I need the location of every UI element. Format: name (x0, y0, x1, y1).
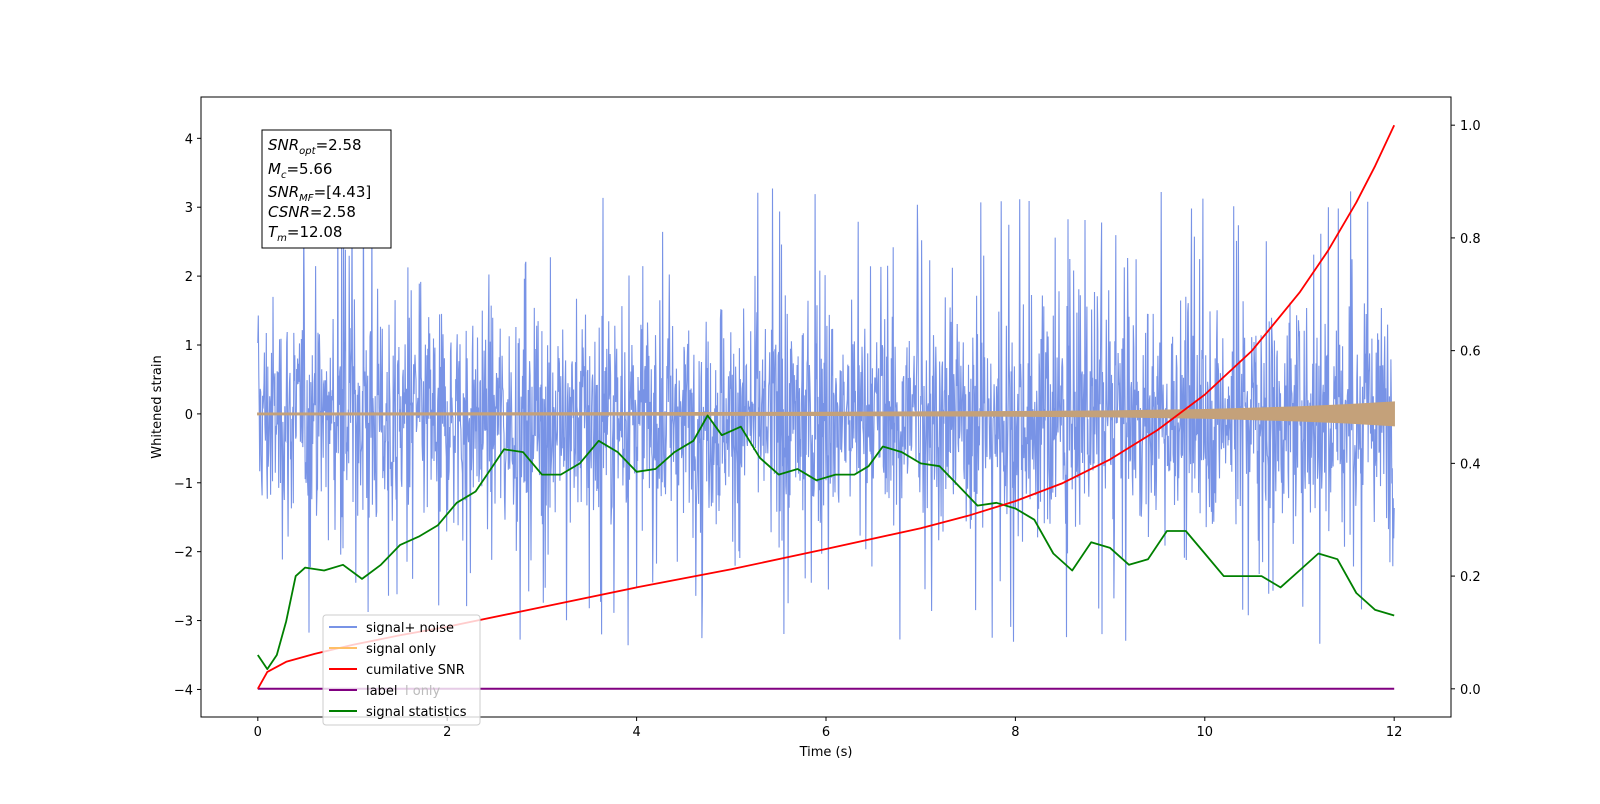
series-signal-only (257, 401, 1395, 427)
tm-text: Tm=12.08 (268, 223, 342, 244)
legend-entry: signal+ noise (329, 621, 454, 636)
legend-label: signal+ noise (366, 621, 454, 636)
csnr-text: CSNR=2.58 (268, 203, 356, 221)
x-tick-label: 4 (632, 725, 640, 740)
mc-text: Mc=5.66 (268, 160, 332, 181)
legend-label: label (366, 684, 397, 699)
x-tick-label: 0 (254, 725, 262, 740)
series-signal-statistics (257, 414, 1395, 670)
y2-tick-label: 0.2 (1460, 570, 1481, 585)
y-tick-label: −2 (174, 546, 193, 561)
y-tick-label: 1 (185, 339, 193, 354)
snr-mf-value: [4.43] (326, 183, 371, 201)
y2-tick-label: 0.8 (1460, 232, 1481, 247)
legend-entry: label (329, 684, 397, 699)
y-tick-label: 0 (185, 408, 193, 423)
legend: signal+ noise signal only cumilative SNR la… (322, 614, 481, 726)
y-tick-label: 2 (185, 270, 193, 285)
y-tick-label: −1 (174, 477, 193, 492)
snr-opt-value: 2.58 (328, 136, 361, 154)
y2-tick-label: 1.0 (1460, 119, 1481, 134)
y-tick-label: −4 (174, 683, 193, 698)
y2-tick-label: 0.0 (1460, 683, 1481, 698)
y2-tick-label: 0.4 (1460, 457, 1481, 472)
legend-label: cumilative SNR (366, 663, 465, 678)
legend-entry: signal statistics (329, 705, 467, 720)
mc-value: 5.66 (299, 160, 332, 178)
x-tick-label: 6 (822, 725, 830, 740)
x-tick-label: 8 (1011, 725, 1019, 740)
series-signal-noise (257, 188, 1395, 646)
x-axis-label: Time (s) (799, 745, 853, 760)
x-tick-label: 12 (1386, 725, 1403, 740)
legend-label: signal statistics (366, 705, 467, 720)
legend-entry: signal only (329, 642, 436, 657)
snr-opt-text: SNRopt=2.58 (268, 136, 362, 157)
legend-entry: cumilative SNR (329, 663, 465, 678)
y-axis-label: Whitened strain (150, 355, 165, 458)
y-tick-label: 3 (185, 201, 193, 216)
csnr-value: 2.58 (323, 203, 356, 221)
y-tick-label: −3 (174, 615, 193, 630)
x-tick-label: 2 (443, 725, 451, 740)
y2-tick-label: 0.6 (1460, 345, 1481, 360)
y-tick-label: 4 (185, 132, 193, 147)
x-tick-label: 10 (1197, 725, 1214, 740)
info-box-frame (261, 129, 392, 249)
legend-overlapped-text: l only (405, 684, 441, 699)
legend-label: signal only (366, 642, 436, 657)
tm-value: 12.08 (300, 223, 343, 241)
legend-frame (322, 614, 481, 726)
snr-mf-text: SNRMF=[4.43] (268, 183, 371, 204)
info-box: SNRopt=2.58 Mc=5.66 SNRMF=[4.43] CSNR=2.… (261, 129, 392, 249)
